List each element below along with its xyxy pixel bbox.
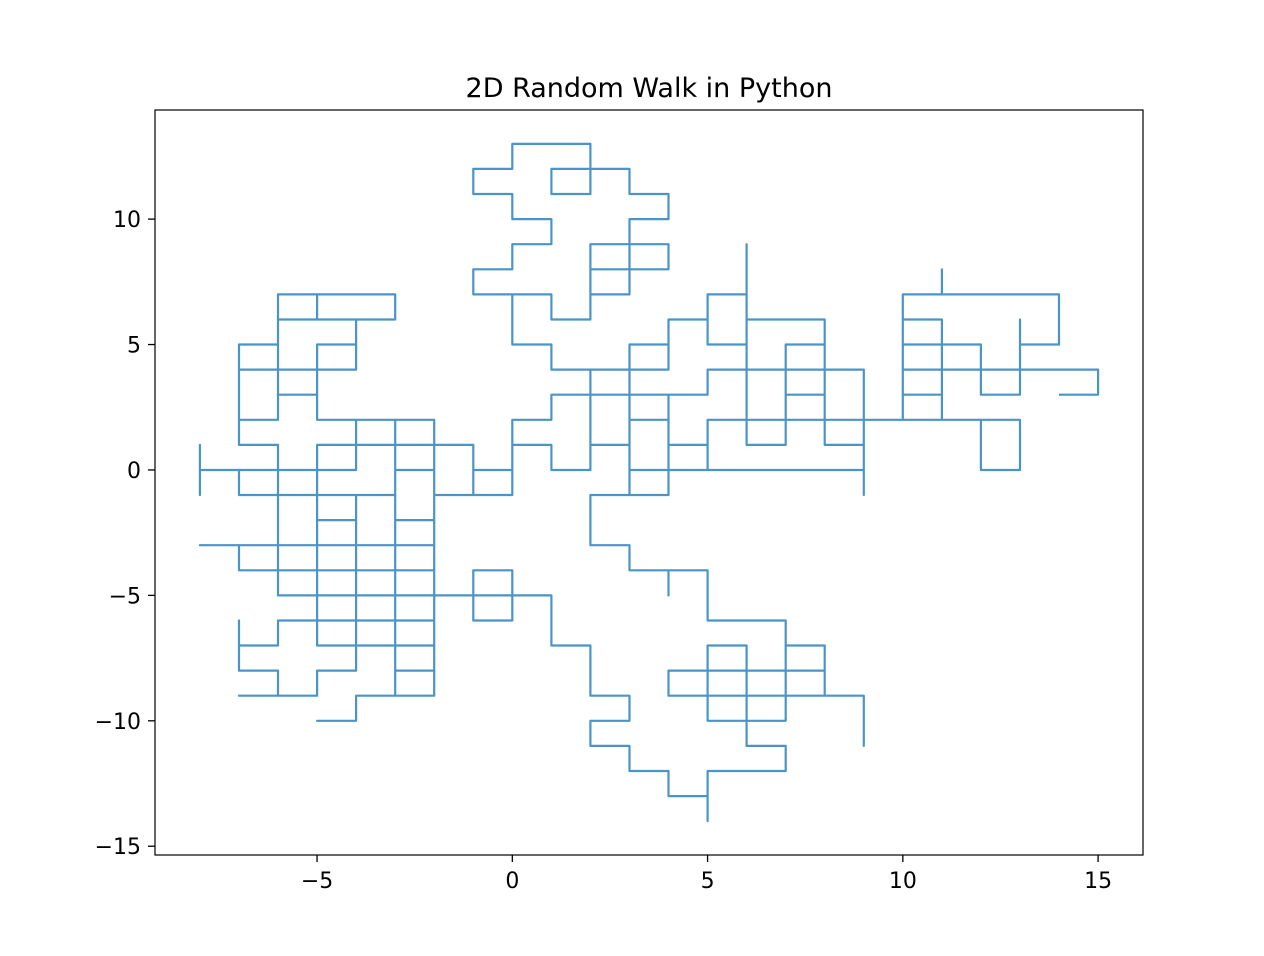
y-tick-label: −5 <box>109 584 141 609</box>
y-tick-label: 0 <box>127 459 141 484</box>
y-axis: −15 −10 −5 0 5 10 <box>95 208 155 860</box>
walk-path <box>198 142 1100 823</box>
plot-area <box>154 109 1144 856</box>
x-tick-label: 10 <box>889 869 917 894</box>
x-tick-label: 5 <box>701 869 715 894</box>
y-tick-label: 10 <box>113 208 141 233</box>
x-tick-label: 15 <box>1084 869 1112 894</box>
y-tick-label: −15 <box>95 835 141 860</box>
y-tick-label: 5 <box>127 334 141 359</box>
y-tick-label: −10 <box>95 710 141 735</box>
x-tick-label: 0 <box>505 869 519 894</box>
chart-title: 2D Random Walk in Python <box>466 73 833 104</box>
x-axis: −5 0 5 10 15 <box>301 855 1112 894</box>
x-tick-label: −5 <box>301 869 333 894</box>
